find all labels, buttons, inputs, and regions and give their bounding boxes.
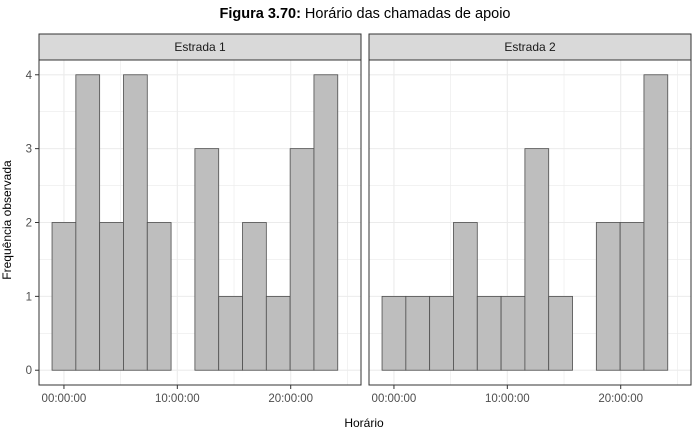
figure-title: Figura 3.70: Horário das chamadas de apo… xyxy=(220,6,511,22)
facet-strip-label: Estrada 2 xyxy=(504,40,556,54)
histogram-bar xyxy=(500,295,526,371)
histogram-bar xyxy=(548,295,573,371)
facet-panel: Estrada 1 00:00:00 10:00:00 20:00:00 0 1 2 3 4 xyxy=(26,33,362,405)
y-tick-label: 4 xyxy=(26,70,33,82)
x-tick-label: 20:00:00 xyxy=(268,393,313,405)
histogram-bar xyxy=(381,295,407,371)
histogram-bar xyxy=(453,222,478,371)
figure-title-rest: Horário das chamadas de apoio xyxy=(301,6,511,22)
histogram-bar xyxy=(218,295,243,371)
histogram-bar xyxy=(265,295,291,371)
histogram-bar xyxy=(429,295,454,371)
histogram-bar xyxy=(595,222,621,371)
y-tick-label: 0 xyxy=(26,365,32,377)
histogram-bar xyxy=(75,74,101,371)
facet-panel: Estrada 2 00:00:00 10:00:00 20:00:00 xyxy=(368,33,692,405)
facet-panels: Estrada 100:00:00 10:00:00 20:00:0001234Es… xyxy=(26,33,692,405)
histogram-bar xyxy=(51,222,77,371)
histogram-bar xyxy=(313,74,339,371)
histogram-bar xyxy=(405,295,431,371)
x-tick-label: 10:00:00 xyxy=(485,393,530,405)
histogram-bar xyxy=(242,222,267,371)
x-tick-label: 10:00:00 xyxy=(155,393,200,405)
panel-border xyxy=(368,59,692,386)
facet-strip-label: Estrada 1 xyxy=(174,40,226,54)
y-tick-label: 2 xyxy=(26,218,32,230)
histogram-bar xyxy=(476,295,502,371)
histogram-bar xyxy=(643,74,669,371)
histogram-bar xyxy=(619,222,645,371)
y-axis-label: Frequência observada xyxy=(0,160,14,280)
y-tick-label: 3 xyxy=(26,144,32,156)
x-tick-label: 20:00:00 xyxy=(598,393,643,405)
facet-strip xyxy=(38,33,362,61)
x-tick-label: 00:00:00 xyxy=(42,393,87,405)
histogram-bar xyxy=(289,148,315,371)
histogram-bar xyxy=(99,222,124,371)
figure-title-bold: Figura 3.70: xyxy=(220,6,301,22)
histogram-bar xyxy=(123,74,148,371)
histogram-bar xyxy=(194,148,220,371)
facet-strip xyxy=(368,33,692,61)
histogram-bar xyxy=(524,148,550,371)
x-axis-label: Horário xyxy=(344,416,384,430)
y-tick-label: 1 xyxy=(26,291,32,303)
histogram-bar xyxy=(146,222,172,371)
x-tick-label: 00:00:00 xyxy=(372,393,417,405)
